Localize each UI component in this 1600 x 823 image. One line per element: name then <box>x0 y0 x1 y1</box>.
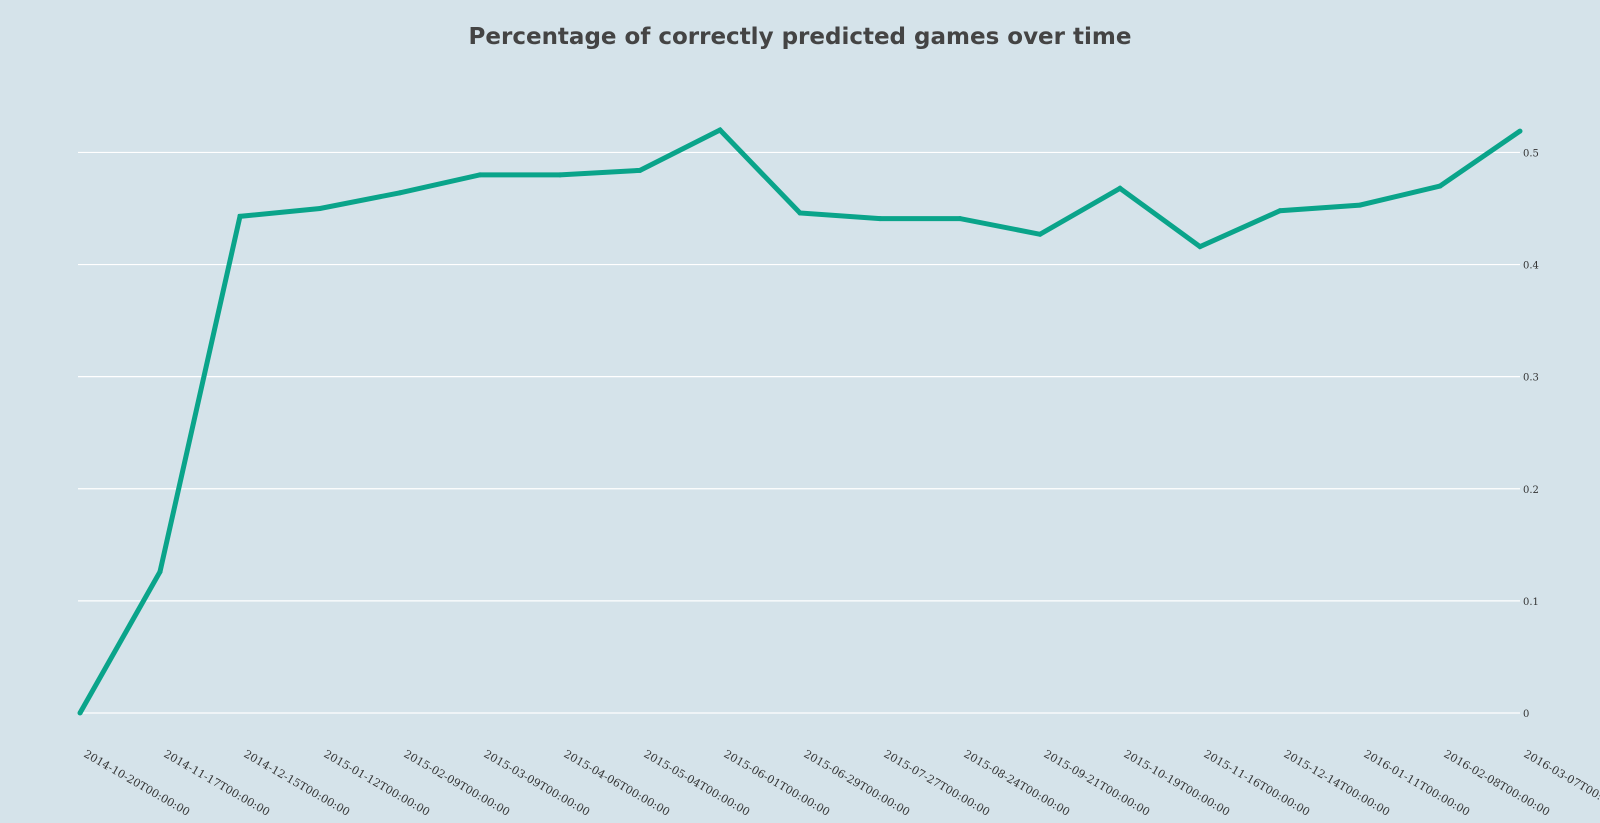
data-point <box>1117 185 1123 191</box>
data-point <box>1437 183 1443 189</box>
data-point <box>157 569 163 575</box>
data-point <box>877 216 883 222</box>
data-point <box>1357 202 1363 208</box>
data-point <box>477 172 483 178</box>
series-line <box>77 126 1522 715</box>
data-point <box>77 710 83 716</box>
data-point <box>717 127 723 133</box>
data-point <box>637 167 643 173</box>
data-point <box>237 213 243 219</box>
chart-title: Percentage of correctly predicted games … <box>468 24 1132 50</box>
x-axis: 2014-10-20T00:00:002014-11-17T00:00:0020… <box>82 747 1600 818</box>
data-point <box>317 205 323 211</box>
y-axis: 0 0.1 0.2 0.3 0.4 0.5 <box>1523 148 1539 720</box>
y-tick-label: 0.5 <box>1523 148 1539 159</box>
y-tick-label: 0 <box>1523 709 1529 720</box>
data-point <box>397 190 403 196</box>
y-tick-label: 0.2 <box>1523 485 1539 496</box>
y-tick-label: 0.1 <box>1523 597 1539 608</box>
data-point <box>1277 208 1283 214</box>
data-point <box>1037 231 1043 237</box>
data-point <box>557 172 563 178</box>
y-tick-label: 0.4 <box>1523 261 1539 272</box>
data-point <box>1517 128 1523 134</box>
data-point <box>1197 244 1203 250</box>
gridlines <box>78 151 1520 714</box>
series-group <box>77 126 1523 716</box>
y-tick-label: 0.3 <box>1523 373 1539 384</box>
data-point <box>797 210 803 216</box>
data-point <box>957 216 963 222</box>
